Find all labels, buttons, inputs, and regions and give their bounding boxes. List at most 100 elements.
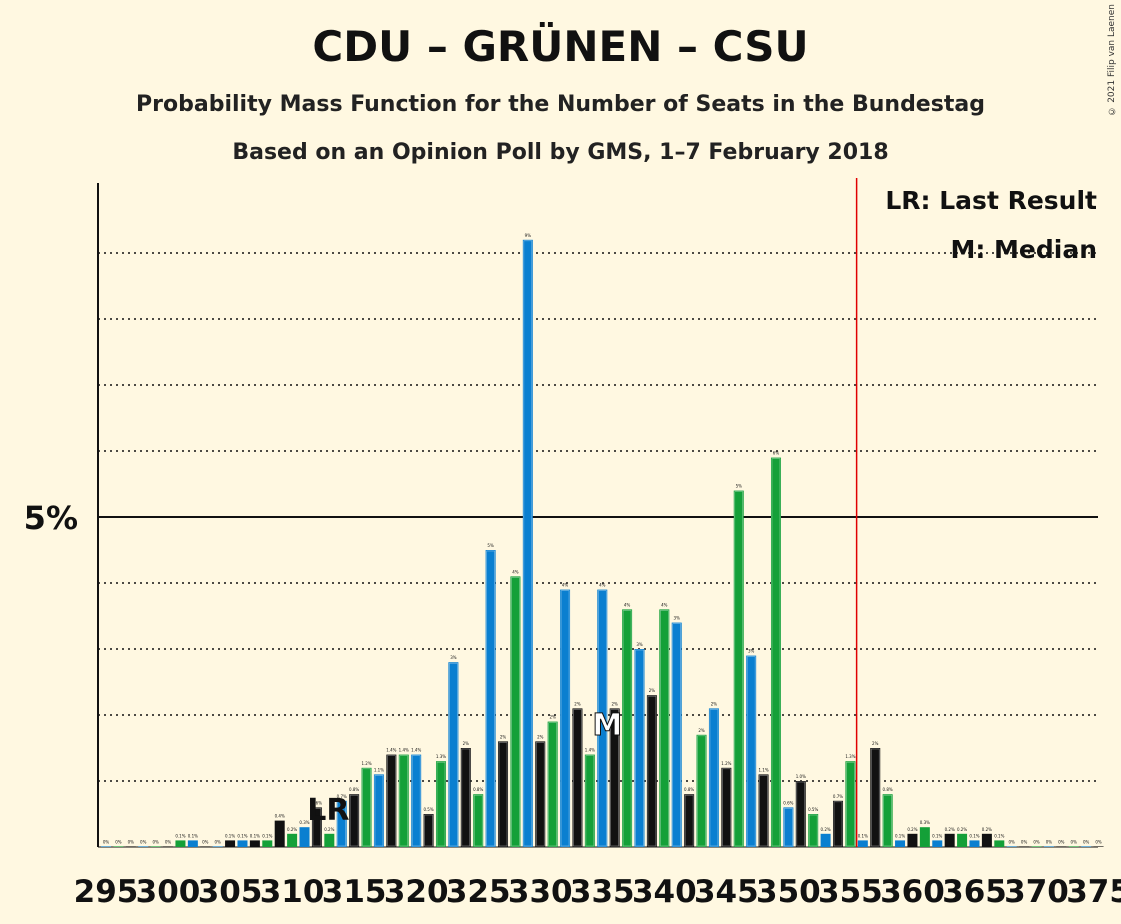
value-label: 2%: [500, 734, 507, 739]
value-label: 0.7%: [337, 794, 347, 799]
value-label: 3%: [674, 616, 681, 621]
bar-seat-326: [485, 550, 496, 847]
x-tick-label: 345: [694, 874, 759, 910]
value-label: 0.1%: [262, 833, 272, 838]
x-tick-label: 315: [322, 874, 387, 910]
value-label: 0.5%: [423, 807, 433, 812]
bar-seat-363: [944, 833, 955, 847]
bar-outline: [374, 775, 384, 847]
bar-seat-301: [175, 840, 186, 847]
bar-outline: [697, 735, 706, 847]
x-tick-label: 355: [818, 874, 883, 910]
bar-seat-348: [758, 774, 769, 847]
x-tick-label: 340: [632, 874, 697, 910]
x-tick-label: 330: [508, 874, 573, 910]
value-label: 4%: [624, 602, 631, 607]
bar-seat-307: [249, 840, 260, 847]
value-label: 0.4%: [275, 814, 285, 819]
bar-seat-357: [870, 748, 881, 847]
bar-outline: [635, 649, 644, 847]
value-label: 0.7%: [833, 794, 843, 799]
y-tick-label-5pct: 5%: [24, 499, 78, 537]
bar-seat-298: [138, 846, 149, 847]
bar-seat-330: [535, 741, 546, 847]
bar-seat-295: [101, 846, 111, 847]
value-label: 0%: [1033, 839, 1040, 844]
bar-outline: [734, 491, 744, 847]
value-label: 0.8%: [349, 787, 359, 792]
value-label: 0%: [202, 839, 209, 844]
value-label: 4%: [512, 569, 519, 574]
value-label: 1.3%: [845, 754, 855, 759]
value-label: 0.3%: [920, 820, 930, 825]
bar-outline: [722, 768, 731, 847]
value-label: 3%: [748, 649, 755, 654]
bar-seat-373: [1068, 846, 1079, 847]
value-label: 0%: [1046, 839, 1053, 844]
value-label: 0%: [1071, 839, 1078, 844]
x-tick-label: 365: [942, 874, 1007, 910]
bar-outline: [796, 781, 806, 847]
value-label: 2%: [537, 734, 544, 739]
value-label: 1.1%: [374, 767, 384, 772]
bar-seat-329: [522, 239, 533, 848]
bar-seat-353: [820, 833, 831, 847]
value-label: 1.3%: [436, 754, 446, 759]
bar-outline: [771, 458, 781, 847]
bar-seat-313: [324, 833, 335, 847]
bar-outline: [411, 755, 421, 847]
x-tick-label: 300: [136, 874, 201, 910]
value-label: 2%: [549, 715, 556, 720]
bar-seat-309: [274, 820, 285, 847]
bar-outline: [610, 709, 619, 847]
bar-seat-303: [200, 846, 211, 847]
value-label: 0.6%: [312, 800, 322, 805]
x-tick-label: 310: [260, 874, 325, 910]
bar-seat-366: [981, 833, 992, 847]
value-label: 0.2%: [907, 827, 917, 832]
bar-seat-358: [882, 794, 893, 847]
x-tick-label: 370: [1004, 874, 1069, 910]
last-result-marker: LR: [307, 793, 349, 828]
bar-seat-371: [1043, 846, 1054, 847]
value-label: 4%: [661, 602, 668, 607]
bar-seat-350: [783, 807, 794, 847]
bar-outline: [870, 748, 880, 847]
value-label: 0%: [1009, 839, 1016, 844]
bar-outline: [585, 755, 595, 847]
bar-seat-323: [448, 662, 459, 847]
value-label: 0.2%: [324, 827, 334, 832]
bar-seat-370: [1031, 846, 1042, 847]
bar-outline: [349, 794, 359, 847]
bar-seat-335: [597, 589, 608, 847]
bar-seat-308: [262, 840, 273, 847]
value-label: 0.8%: [883, 787, 893, 792]
value-label: 0.2%: [287, 827, 297, 832]
bar-outline: [449, 662, 458, 847]
value-label: 0%: [1021, 839, 1028, 844]
bar-seat-341: [671, 622, 682, 847]
value-label: 2%: [698, 728, 705, 733]
value-label: 0.8%: [473, 787, 483, 792]
value-label: 0%: [103, 839, 110, 844]
bar-outline: [461, 748, 471, 847]
bar-outline: [784, 808, 793, 847]
bar-seat-365: [969, 840, 980, 847]
bar-seat-333: [572, 708, 583, 847]
bar-seat-322: [435, 761, 446, 847]
bar-seat-343: [696, 734, 707, 847]
bar-seat-304: [212, 846, 223, 847]
bar-outline: [684, 794, 694, 847]
bar-outline: [672, 623, 682, 847]
bar-seat-316: [361, 767, 372, 847]
bar-seat-361: [919, 827, 930, 847]
bar-seat-319: [398, 754, 409, 847]
value-label: 0%: [1058, 839, 1065, 844]
bar-seat-369: [1019, 846, 1030, 847]
bar-seat-346: [733, 490, 744, 847]
value-label: 0.1%: [932, 833, 942, 838]
x-tick-label: 325: [446, 874, 511, 910]
value-label: 0%: [128, 839, 135, 844]
bar-seat-356: [857, 840, 868, 847]
x-tick-labels-group: 2953003053103153203253303353403453503553…: [74, 874, 1121, 910]
